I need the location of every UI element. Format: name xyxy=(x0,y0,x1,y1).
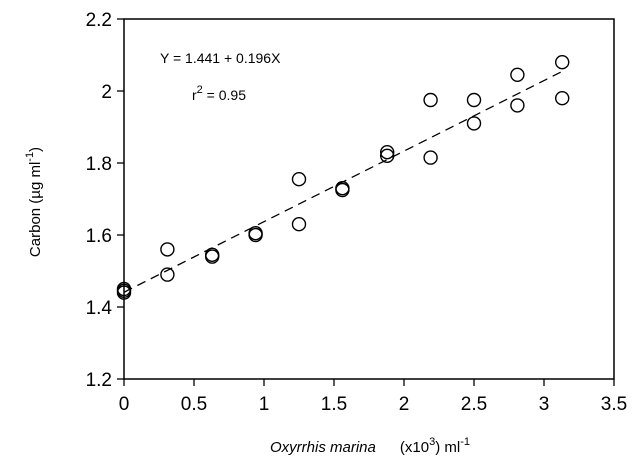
x-axis-label: Oxyrrhis marina (x103) ml-1 xyxy=(270,436,470,456)
data-point xyxy=(204,247,220,263)
data-point xyxy=(466,116,482,131)
data-point xyxy=(248,225,263,241)
plot-frame xyxy=(123,18,615,380)
data-point xyxy=(555,90,570,106)
data-point xyxy=(380,148,395,164)
y-tick-label: 1.8 xyxy=(86,154,112,175)
data-point xyxy=(291,216,307,232)
y-tick-label: 1.2 xyxy=(86,370,112,391)
data-point xyxy=(116,283,132,298)
r-squared-label: r2 = 0.95 xyxy=(192,84,246,103)
x-tick-label: 2.5 xyxy=(461,394,487,415)
y-tick-label: 2 xyxy=(101,82,112,103)
data-point xyxy=(423,150,438,165)
data-point xyxy=(423,92,438,108)
x-tick-label: 3.5 xyxy=(601,394,627,415)
x-tick-label: 1 xyxy=(259,394,270,415)
data-point xyxy=(510,98,525,113)
x-tick-label: 0.5 xyxy=(181,394,207,415)
y-tick-label: 2.2 xyxy=(86,10,112,31)
data-point xyxy=(160,242,175,257)
data-point xyxy=(466,92,482,108)
data-point xyxy=(291,171,307,187)
data-point xyxy=(510,67,525,83)
y-tick-label: 1.4 xyxy=(86,298,113,319)
y-axis-label: Carbon (µg ml-1) xyxy=(24,147,44,257)
regression-equation: Y = 1.441 + 0.196X xyxy=(160,50,281,66)
data-point xyxy=(160,267,175,282)
data-point xyxy=(555,55,570,70)
x-tick-label: 2 xyxy=(399,394,410,415)
data-point xyxy=(335,180,350,196)
x-tick-label: 1.5 xyxy=(321,394,347,415)
x-tick-label: 0 xyxy=(119,394,130,415)
y-tick-label: 1.6 xyxy=(86,226,112,247)
x-tick-label: 3 xyxy=(539,394,550,415)
data-point xyxy=(380,144,395,160)
